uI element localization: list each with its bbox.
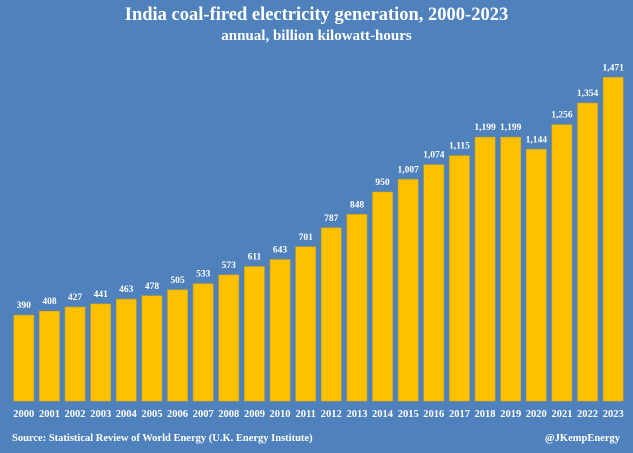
data-label-2007: 533 xyxy=(196,270,211,280)
bar-2015 xyxy=(397,179,419,402)
x-tick-2015: 2015 xyxy=(398,409,419,420)
bar-2016 xyxy=(423,164,445,402)
x-tick-2014: 2014 xyxy=(372,409,394,420)
source-note: Source: Statistical Review of World Ener… xyxy=(12,433,313,444)
data-label-2015: 1,007 xyxy=(398,165,420,175)
bars-group xyxy=(13,77,624,402)
x-tick-2018: 2018 xyxy=(475,409,496,420)
x-tick-2001: 2001 xyxy=(39,409,60,420)
x-tick-2009: 2009 xyxy=(244,409,265,420)
x-tick-2007: 2007 xyxy=(193,409,214,420)
bar-2022 xyxy=(577,102,598,402)
x-tick-2003: 2003 xyxy=(90,409,111,420)
data-label-2000: 390 xyxy=(17,301,32,311)
data-label-2018: 1,199 xyxy=(474,123,496,133)
bar-2004 xyxy=(116,298,137,402)
data-label-2001: 408 xyxy=(42,297,57,307)
bar-2003 xyxy=(90,303,111,402)
chart-subtitle: annual, billion kilowatt-hours xyxy=(221,28,412,44)
bar-2012 xyxy=(321,227,342,402)
bar-2021 xyxy=(551,124,573,402)
bar-2001 xyxy=(39,310,60,402)
data-label-2021: 1,256 xyxy=(551,111,573,121)
bar-2017 xyxy=(449,155,470,402)
bar-2009 xyxy=(244,266,265,402)
x-tick-2023: 2023 xyxy=(603,409,624,420)
data-label-2016: 1,074 xyxy=(423,151,445,161)
bar-2000 xyxy=(13,314,35,402)
data-label-2005: 478 xyxy=(145,282,160,292)
data-label-2008: 573 xyxy=(222,261,237,271)
bar-2005 xyxy=(141,295,163,402)
x-tick-2006: 2006 xyxy=(167,409,188,420)
bar-2013 xyxy=(346,214,368,402)
x-tick-2013: 2013 xyxy=(346,409,367,420)
data-label-2023: 1,471 xyxy=(603,63,625,73)
data-label-2006: 505 xyxy=(170,276,185,286)
data-labels-group: 390 408 427 441 463 478 505 533 573 611 643 701 787 8… xyxy=(17,63,624,311)
data-label-2003: 441 xyxy=(94,290,109,300)
x-tick-2012: 2012 xyxy=(321,409,342,420)
x-tick-2000: 2000 xyxy=(13,409,34,420)
data-label-2012: 787 xyxy=(324,214,339,224)
x-tick-2005: 2005 xyxy=(141,409,162,420)
bar-2002 xyxy=(64,306,86,402)
data-label-2013: 848 xyxy=(350,200,365,210)
bar-2008 xyxy=(218,274,240,402)
bar-2020 xyxy=(526,149,547,402)
x-tick-2004: 2004 xyxy=(116,409,138,420)
data-label-2019: 1,199 xyxy=(500,123,522,133)
x-tick-2021: 2021 xyxy=(551,409,572,420)
bar-2019 xyxy=(500,136,521,402)
data-label-2002: 427 xyxy=(68,293,83,303)
bar-2023 xyxy=(602,77,624,402)
x-tick-2011: 2011 xyxy=(295,409,315,420)
x-tick-2010: 2010 xyxy=(270,409,291,420)
x-tick-2016: 2016 xyxy=(423,409,444,420)
bar-2018 xyxy=(474,136,496,402)
bar-2014 xyxy=(372,191,393,402)
data-label-2020: 1,144 xyxy=(526,135,548,145)
x-tick-labels-group: 2000 2001 2002 2003 2004 2005 2006 2007 2008 2009… xyxy=(13,409,623,420)
data-label-2017: 1,115 xyxy=(449,142,470,152)
data-label-2014: 950 xyxy=(375,178,390,188)
data-label-2009: 611 xyxy=(248,253,262,263)
x-tick-2008: 2008 xyxy=(218,409,239,420)
chart-title: India coal-fired electricity generation,… xyxy=(124,5,509,25)
bar-2010 xyxy=(269,259,291,402)
x-tick-2017: 2017 xyxy=(449,409,470,420)
author-handle: @JKempEnergy xyxy=(544,433,620,444)
bar-2006 xyxy=(167,289,188,402)
data-label-2010: 643 xyxy=(273,246,288,256)
x-tick-2022: 2022 xyxy=(577,409,598,420)
bar-2011 xyxy=(295,246,316,402)
data-label-2022: 1,354 xyxy=(577,89,599,99)
bar-2007 xyxy=(192,283,214,402)
data-label-2004: 463 xyxy=(119,285,134,295)
data-label-2011: 701 xyxy=(299,233,314,243)
x-tick-2002: 2002 xyxy=(65,409,86,420)
x-tick-2019: 2019 xyxy=(500,409,521,420)
x-tick-2020: 2020 xyxy=(526,409,547,420)
